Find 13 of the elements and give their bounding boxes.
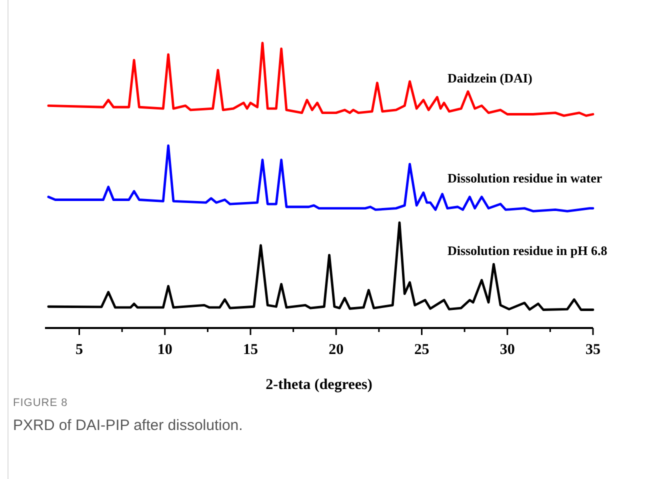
text: Dissolution residue in pH 6.8 <box>447 243 608 258</box>
caption: FIGURE 8 <box>13 397 68 409</box>
x-tick-label: 35 <box>586 342 600 358</box>
x-axis-title: 2-theta (degrees) <box>266 377 372 393</box>
x-tick-label: 5 <box>76 342 83 358</box>
text: PXRD of DAI-PIP after dissolution. <box>13 417 243 434</box>
series-label: Daidzein (DAI) <box>447 70 532 86</box>
x-tick-label: 30 <box>500 342 515 358</box>
series-label: Dissolution residue in water <box>447 170 602 186</box>
x-tick-label: 20 <box>328 342 344 358</box>
x-tick-label: 15 <box>243 342 258 358</box>
x-tick-label: 25 <box>414 342 430 358</box>
x-tick-label: 10 <box>157 342 172 358</box>
